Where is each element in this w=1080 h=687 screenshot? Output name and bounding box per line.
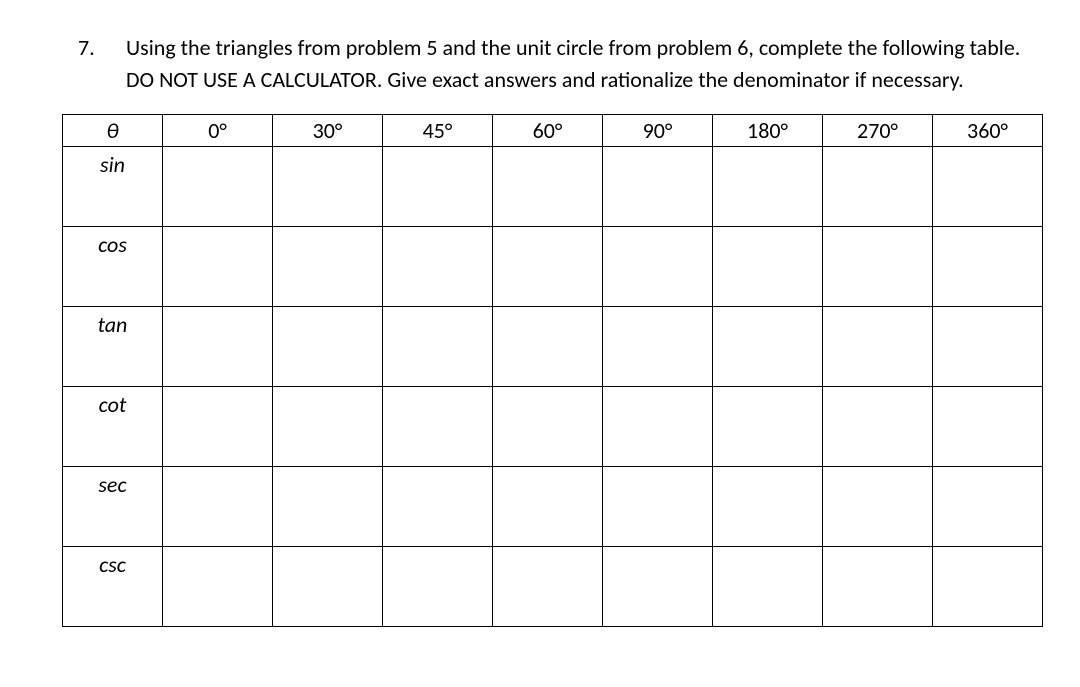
table-row: csc: [63, 546, 1043, 626]
cell: [713, 466, 823, 546]
fn-label-csc: csc: [63, 546, 163, 626]
cell: [713, 386, 823, 466]
angle-header: 30°: [273, 114, 383, 146]
fn-label-tan: tan: [63, 306, 163, 386]
table-header-row: θ 0° 30° 45° 60° 90° 180° 270° 360°: [63, 114, 1043, 146]
angle-header: 270°: [823, 114, 933, 146]
cell: [493, 466, 603, 546]
fn-label-sin: sin: [63, 146, 163, 226]
cell: [163, 306, 273, 386]
cell: [603, 386, 713, 466]
cell: [823, 226, 933, 306]
cell: [933, 546, 1043, 626]
table-row: tan: [63, 306, 1043, 386]
trig-table: θ 0° 30° 45° 60° 90° 180° 270° 360° sin …: [62, 114, 1043, 627]
cell: [383, 226, 493, 306]
cell: [933, 306, 1043, 386]
cell: [273, 226, 383, 306]
cell: [823, 386, 933, 466]
cell: [163, 386, 273, 466]
cell: [603, 546, 713, 626]
cell: [823, 146, 933, 226]
cell: [603, 466, 713, 546]
cell: [273, 466, 383, 546]
cell: [383, 466, 493, 546]
table-row: sin: [63, 146, 1043, 226]
cell: [603, 306, 713, 386]
cell: [713, 546, 823, 626]
fn-label-cos: cos: [63, 226, 163, 306]
cell: [933, 226, 1043, 306]
cell: [163, 146, 273, 226]
cell: [713, 226, 823, 306]
cell: [493, 146, 603, 226]
cell: [383, 546, 493, 626]
cell: [383, 306, 493, 386]
cell: [603, 226, 713, 306]
cell: [163, 546, 273, 626]
cell: [273, 386, 383, 466]
problem-number: 7.: [78, 32, 126, 64]
theta-header: θ: [63, 114, 163, 146]
cell: [273, 546, 383, 626]
cell: [273, 146, 383, 226]
cell: [163, 466, 273, 546]
problem-text: Using the triangles from problem 5 and t…: [126, 32, 1040, 96]
table-row: cos: [63, 226, 1043, 306]
cell: [493, 386, 603, 466]
cell: [493, 306, 603, 386]
cell: [383, 386, 493, 466]
fn-label-sec: sec: [63, 466, 163, 546]
angle-header: 60°: [493, 114, 603, 146]
cell: [493, 546, 603, 626]
cell: [933, 466, 1043, 546]
table-row: cot: [63, 386, 1043, 466]
fn-label-cot: cot: [63, 386, 163, 466]
angle-header: 0°: [163, 114, 273, 146]
cell: [163, 226, 273, 306]
angle-header: 45°: [383, 114, 493, 146]
page: 7. Using the triangles from problem 5 an…: [0, 0, 1080, 687]
table-row: sec: [63, 466, 1043, 546]
cell: [493, 226, 603, 306]
angle-header: 360°: [933, 114, 1043, 146]
angle-header: 180°: [713, 114, 823, 146]
problem-block: 7. Using the triangles from problem 5 an…: [78, 32, 1040, 96]
cell: [823, 306, 933, 386]
cell: [933, 146, 1043, 226]
cell: [823, 546, 933, 626]
cell: [383, 146, 493, 226]
cell: [823, 466, 933, 546]
cell: [273, 306, 383, 386]
cell: [603, 146, 713, 226]
cell: [713, 306, 823, 386]
cell: [713, 146, 823, 226]
cell: [933, 386, 1043, 466]
angle-header: 90°: [603, 114, 713, 146]
